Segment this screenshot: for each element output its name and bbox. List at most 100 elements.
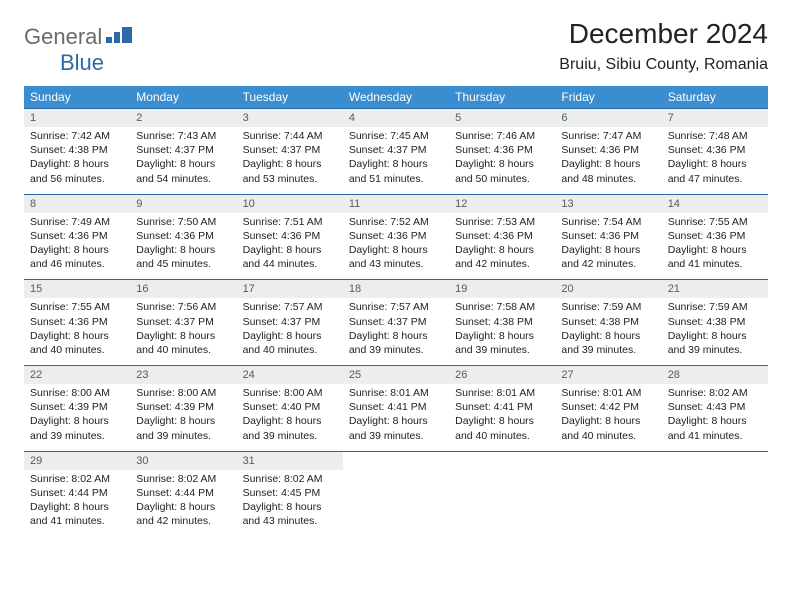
sunset-line: Sunset: 4:37 PM [136, 315, 230, 329]
day-detail-cell: Sunrise: 7:54 AMSunset: 4:36 PMDaylight:… [555, 213, 661, 280]
day-detail-cell: Sunrise: 7:48 AMSunset: 4:36 PMDaylight:… [662, 127, 768, 194]
sunset-line: Sunset: 4:44 PM [136, 486, 230, 500]
sunrise-line: Sunrise: 7:59 AM [668, 300, 762, 314]
sunrise-line: Sunrise: 8:00 AM [136, 386, 230, 400]
sunrise-line: Sunrise: 7:45 AM [349, 129, 443, 143]
calendar-table: Sunday Monday Tuesday Wednesday Thursday… [24, 86, 768, 536]
day-number-cell: 20 [555, 280, 661, 299]
sunrise-line: Sunrise: 7:55 AM [30, 300, 124, 314]
daylight-line: Daylight: 8 hours and 39 minutes. [349, 329, 443, 357]
sunset-line: Sunset: 4:43 PM [668, 400, 762, 414]
day-number-cell: 16 [130, 280, 236, 299]
sunset-line: Sunset: 4:38 PM [455, 315, 549, 329]
logo-word-blue: Blue [60, 50, 132, 76]
day-detail-cell: Sunrise: 8:01 AMSunset: 4:42 PMDaylight:… [555, 384, 661, 451]
day-number-cell: 22 [24, 366, 130, 385]
day-number-cell: 11 [343, 194, 449, 213]
day-detail-cell: Sunrise: 8:02 AMSunset: 4:44 PMDaylight:… [130, 470, 236, 537]
daylight-line: Daylight: 8 hours and 39 minutes. [668, 329, 762, 357]
sunset-line: Sunset: 4:37 PM [243, 315, 337, 329]
sunset-line: Sunset: 4:40 PM [243, 400, 337, 414]
sunrise-line: Sunrise: 7:48 AM [668, 129, 762, 143]
daylight-line: Daylight: 8 hours and 41 minutes. [668, 414, 762, 442]
sunrise-line: Sunrise: 7:43 AM [136, 129, 230, 143]
day-detail-cell: Sunrise: 7:57 AMSunset: 4:37 PMDaylight:… [237, 298, 343, 365]
sunset-line: Sunset: 4:44 PM [30, 486, 124, 500]
dow-row: Sunday Monday Tuesday Wednesday Thursday… [24, 86, 768, 109]
sunset-line: Sunset: 4:36 PM [561, 229, 655, 243]
daylight-line: Daylight: 8 hours and 41 minutes. [30, 500, 124, 528]
day-number-cell: 10 [237, 194, 343, 213]
day-number-cell: 8 [24, 194, 130, 213]
sunset-line: Sunset: 4:45 PM [243, 486, 337, 500]
day-number-cell: 9 [130, 194, 236, 213]
day-detail-cell: Sunrise: 7:59 AMSunset: 4:38 PMDaylight:… [662, 298, 768, 365]
sunset-line: Sunset: 4:37 PM [349, 315, 443, 329]
day-number-cell [343, 451, 449, 470]
daylight-line: Daylight: 8 hours and 43 minutes. [243, 500, 337, 528]
day-number-cell: 2 [130, 109, 236, 128]
day-number-cell [662, 451, 768, 470]
daylight-line: Daylight: 8 hours and 56 minutes. [30, 157, 124, 185]
calendar-body: 1234567Sunrise: 7:42 AMSunset: 4:38 PMDa… [24, 109, 768, 537]
sunrise-line: Sunrise: 7:47 AM [561, 129, 655, 143]
header: General Blue December 2024 Bruiu, Sibiu … [24, 18, 768, 76]
sunset-line: Sunset: 4:36 PM [455, 143, 549, 157]
sunrise-line: Sunrise: 8:01 AM [455, 386, 549, 400]
day-detail-cell: Sunrise: 7:56 AMSunset: 4:37 PMDaylight:… [130, 298, 236, 365]
day-detail-cell: Sunrise: 8:02 AMSunset: 4:44 PMDaylight:… [24, 470, 130, 537]
sunset-line: Sunset: 4:36 PM [561, 143, 655, 157]
day-detail-cell: Sunrise: 7:52 AMSunset: 4:36 PMDaylight:… [343, 213, 449, 280]
day-detail-cell [662, 470, 768, 537]
day-detail-cell: Sunrise: 8:02 AMSunset: 4:43 PMDaylight:… [662, 384, 768, 451]
sunset-line: Sunset: 4:36 PM [668, 143, 762, 157]
sunrise-line: Sunrise: 7:56 AM [136, 300, 230, 314]
day-detail-cell: Sunrise: 7:57 AMSunset: 4:37 PMDaylight:… [343, 298, 449, 365]
sunrise-line: Sunrise: 7:53 AM [455, 215, 549, 229]
dow-sunday: Sunday [24, 86, 130, 109]
daylight-line: Daylight: 8 hours and 48 minutes. [561, 157, 655, 185]
logo-word-general: General [24, 24, 102, 50]
sunrise-line: Sunrise: 7:57 AM [349, 300, 443, 314]
day-number-cell: 31 [237, 451, 343, 470]
day-detail-cell: Sunrise: 7:44 AMSunset: 4:37 PMDaylight:… [237, 127, 343, 194]
sunset-line: Sunset: 4:38 PM [668, 315, 762, 329]
day-detail-cell: Sunrise: 8:01 AMSunset: 4:41 PMDaylight:… [343, 384, 449, 451]
day-detail-cell: Sunrise: 7:46 AMSunset: 4:36 PMDaylight:… [449, 127, 555, 194]
day-number-cell: 28 [662, 366, 768, 385]
day-detail-cell [343, 470, 449, 537]
sunset-line: Sunset: 4:38 PM [561, 315, 655, 329]
week-daynum-row: 1234567 [24, 109, 768, 128]
day-detail-cell: Sunrise: 8:02 AMSunset: 4:45 PMDaylight:… [237, 470, 343, 537]
day-detail-cell: Sunrise: 7:51 AMSunset: 4:36 PMDaylight:… [237, 213, 343, 280]
daylight-line: Daylight: 8 hours and 39 minutes. [455, 329, 549, 357]
day-number-cell: 4 [343, 109, 449, 128]
day-detail-cell: Sunrise: 7:55 AMSunset: 4:36 PMDaylight:… [662, 213, 768, 280]
location: Bruiu, Sibiu County, Romania [559, 56, 768, 74]
logo-text-block: General Blue [24, 24, 132, 76]
sunset-line: Sunset: 4:37 PM [349, 143, 443, 157]
day-detail-cell: Sunrise: 8:00 AMSunset: 4:39 PMDaylight:… [24, 384, 130, 451]
day-number-cell [555, 451, 661, 470]
day-number-cell: 19 [449, 280, 555, 299]
week-detail-row: Sunrise: 7:55 AMSunset: 4:36 PMDaylight:… [24, 298, 768, 365]
daylight-line: Daylight: 8 hours and 40 minutes. [30, 329, 124, 357]
week-daynum-row: 891011121314 [24, 194, 768, 213]
daylight-line: Daylight: 8 hours and 40 minutes. [561, 414, 655, 442]
sunrise-line: Sunrise: 7:52 AM [349, 215, 443, 229]
week-daynum-row: 15161718192021 [24, 280, 768, 299]
dow-tuesday: Tuesday [237, 86, 343, 109]
week-daynum-row: 293031 [24, 451, 768, 470]
day-detail-cell: Sunrise: 8:00 AMSunset: 4:39 PMDaylight:… [130, 384, 236, 451]
day-number-cell: 27 [555, 366, 661, 385]
daylight-line: Daylight: 8 hours and 44 minutes. [243, 243, 337, 271]
sunset-line: Sunset: 4:41 PM [349, 400, 443, 414]
sunrise-line: Sunrise: 8:02 AM [668, 386, 762, 400]
sunrise-line: Sunrise: 7:59 AM [561, 300, 655, 314]
sunrise-line: Sunrise: 7:55 AM [668, 215, 762, 229]
daylight-line: Daylight: 8 hours and 39 minutes. [561, 329, 655, 357]
day-detail-cell: Sunrise: 7:45 AMSunset: 4:37 PMDaylight:… [343, 127, 449, 194]
sunset-line: Sunset: 4:41 PM [455, 400, 549, 414]
title-block: December 2024 Bruiu, Sibiu County, Roman… [559, 18, 768, 74]
sunset-line: Sunset: 4:36 PM [455, 229, 549, 243]
